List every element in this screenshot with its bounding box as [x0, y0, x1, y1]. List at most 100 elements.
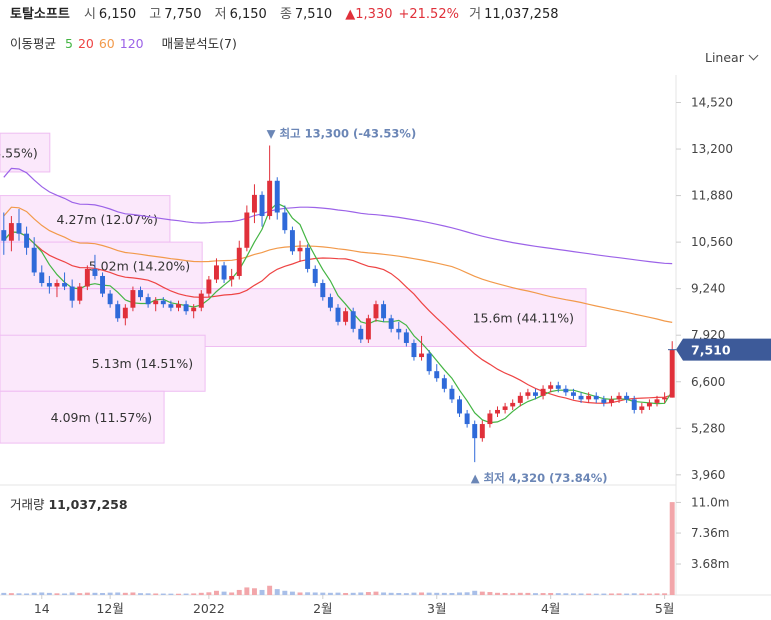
candle-body — [259, 194, 265, 217]
volume-bar — [84, 592, 90, 595]
volume-bar — [160, 593, 166, 595]
volume-bar — [259, 589, 265, 595]
volume-bar — [525, 592, 531, 595]
candle-body — [510, 402, 516, 407]
candle-body — [236, 247, 242, 276]
candle-body — [183, 304, 189, 312]
candle-body — [533, 392, 538, 396]
candle-body — [358, 328, 364, 340]
volume-bar — [343, 592, 349, 595]
volume-bar — [130, 592, 136, 595]
volume-profile-legend[interactable]: 매물분석도(7) — [161, 36, 237, 51]
volume-bar — [198, 592, 204, 595]
candle-body — [39, 272, 45, 284]
candle-body — [107, 293, 113, 305]
ma5-line — [3, 202, 673, 424]
candle-body — [593, 395, 599, 400]
ma120-legend[interactable]: 120 — [119, 36, 144, 51]
volume-bar — [214, 590, 219, 595]
volume-profile-box — [0, 390, 165, 444]
volume-bar — [251, 588, 257, 595]
candle-body — [145, 297, 151, 305]
volume-bar — [457, 592, 462, 595]
volume-bar — [16, 593, 22, 595]
close-value: 7,510 — [294, 7, 333, 22]
volume-profile-label: 5.13m (14.51%) — [92, 356, 193, 371]
candle-body — [62, 283, 68, 287]
candle-body — [449, 388, 455, 400]
scale-dropdown[interactable]: Linear — [705, 50, 759, 65]
volume-profile-label: 4.27m (12.07%) — [57, 212, 158, 227]
current-price-label: 7,510 — [691, 343, 731, 358]
candle-body — [191, 307, 197, 312]
candle-body — [373, 304, 379, 319]
x-tick-label: 4월 — [541, 601, 560, 616]
change-value: ▲1,330 — [345, 7, 393, 22]
volume-bar — [358, 592, 364, 595]
volume-bar — [1, 592, 7, 595]
candle-body — [160, 300, 166, 305]
volume-bar — [69, 592, 75, 595]
volume-bar — [624, 593, 630, 595]
volume-bar — [244, 587, 250, 595]
volume-bar — [236, 589, 242, 595]
volume-bar — [669, 502, 675, 595]
volume-bar — [608, 593, 614, 595]
volume-profile-label: 1.25m (3.55%) — [0, 146, 38, 161]
volume-bar — [502, 592, 508, 595]
x-tick-label: 12월 — [96, 601, 123, 616]
candle-body — [244, 212, 250, 248]
candle-body — [31, 247, 37, 273]
volume-bar — [388, 592, 394, 595]
volume-bar — [533, 593, 538, 595]
candle-body — [495, 409, 500, 414]
volume-bar — [350, 592, 356, 595]
candle-body — [69, 286, 75, 301]
volume-bar — [168, 593, 174, 595]
candle-body — [153, 300, 159, 305]
candle-body — [92, 268, 98, 276]
candle-body — [138, 290, 143, 298]
candle-body — [176, 304, 181, 308]
candle-body — [77, 286, 83, 301]
candle-body — [669, 349, 675, 398]
candle-body — [457, 399, 462, 414]
candle-body — [654, 399, 660, 403]
ma-label: 이동평균 — [10, 36, 57, 51]
volume-bar — [92, 592, 98, 595]
volume-bar — [601, 593, 607, 595]
volume-bar — [312, 592, 318, 595]
candle-body — [517, 395, 523, 403]
volume-profile-label: 4.09m (11.57%) — [51, 410, 152, 425]
volume-bar — [183, 593, 189, 595]
candle-body — [305, 247, 311, 269]
ma5-legend[interactable]: 5 — [65, 36, 73, 51]
stock-header: 토탈소프트 시 6,150 고 7,750 저 6,150 종 7,510 ▲1,330… — [10, 3, 568, 22]
volume-bar — [229, 592, 235, 595]
candle-body — [502, 406, 508, 410]
candle-body — [639, 406, 645, 410]
volume-bar — [297, 592, 303, 595]
candle-body — [548, 385, 554, 389]
x-tick-label: 2022 — [193, 601, 225, 616]
x-tick-label: 14 — [34, 601, 50, 616]
volume-bar — [289, 591, 295, 595]
candle-body — [282, 212, 288, 231]
ma60-legend[interactable]: 60 — [98, 36, 115, 51]
volume-bar — [62, 593, 68, 595]
volume-bar — [646, 593, 652, 595]
volume-bar — [479, 591, 485, 595]
volume-bar — [206, 592, 212, 595]
x-tick-label: 2월 — [313, 601, 332, 616]
volume-bar — [8, 593, 14, 595]
volume-pane-title: 거래량 11,037,258 — [10, 497, 128, 512]
candle-body — [198, 293, 204, 308]
ma60-line — [3, 206, 673, 323]
ma20-legend[interactable]: 20 — [77, 36, 94, 51]
candle-body — [646, 402, 652, 407]
candle-body — [350, 311, 356, 329]
volume-bar — [153, 593, 159, 595]
candle-body — [130, 290, 136, 308]
volume-bar — [138, 593, 143, 595]
